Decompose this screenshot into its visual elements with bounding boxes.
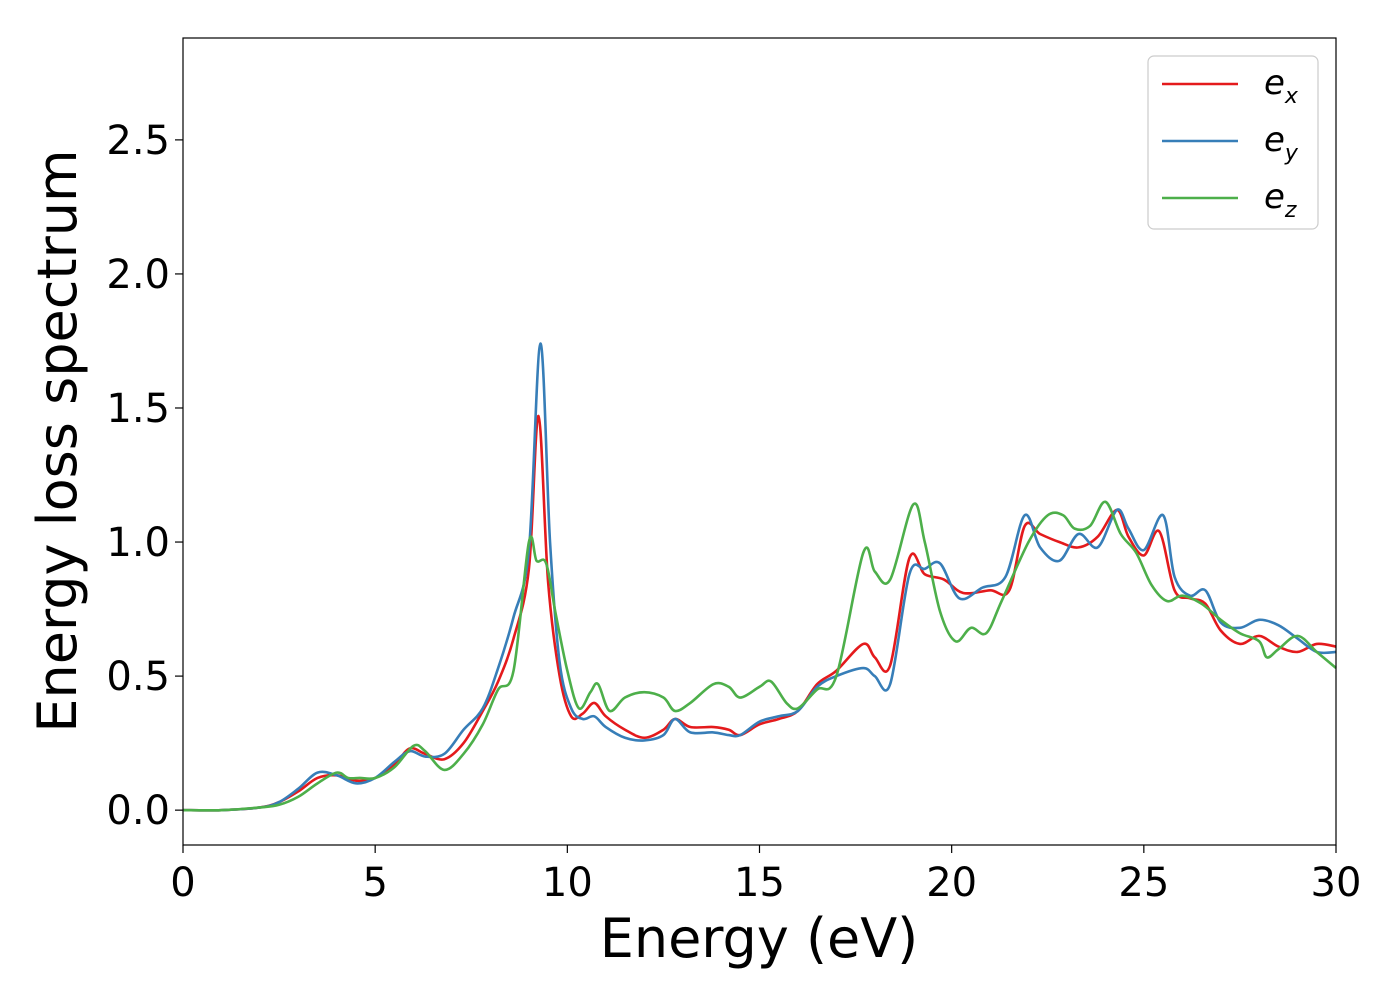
- series-group: [182, 342, 1337, 812]
- x-axis: 0 5 10 15 20 25 30: [170, 845, 1361, 906]
- x-tick-label: 30: [1311, 860, 1362, 906]
- y-tick-label: 1.0: [106, 520, 170, 566]
- y-axis-label: Energy loss spectrum: [26, 149, 89, 732]
- y-tick-label: 1.5: [106, 386, 170, 432]
- legend-box: [1147, 55, 1319, 230]
- x-tick-label: 25: [1118, 860, 1169, 906]
- legend-label-x: ex: [1264, 63, 1299, 109]
- series-line-y: [182, 342, 1337, 812]
- x-tick-label: 5: [362, 860, 387, 906]
- x-axis-label: Energy (eV): [600, 907, 919, 970]
- x-tick-label: 10: [542, 860, 593, 906]
- legend: ex ey ez: [1147, 55, 1319, 230]
- legend-label-z: ez: [1264, 177, 1297, 223]
- y-tick-label: 0.0: [106, 788, 170, 834]
- legend-label-y: ey: [1264, 120, 1299, 166]
- x-tick-label: 20: [926, 860, 977, 906]
- y-tick-label: 2.0: [106, 252, 170, 298]
- x-tick-label: 15: [734, 860, 785, 906]
- y-tick-label: 0.5: [106, 654, 170, 700]
- x-tick-label: 0: [170, 860, 195, 906]
- y-tick-label: 2.5: [106, 118, 170, 164]
- series-line-z: [182, 500, 1337, 812]
- y-axis: 0.0 0.5 1.0 1.5 2.0 2.5: [106, 118, 183, 834]
